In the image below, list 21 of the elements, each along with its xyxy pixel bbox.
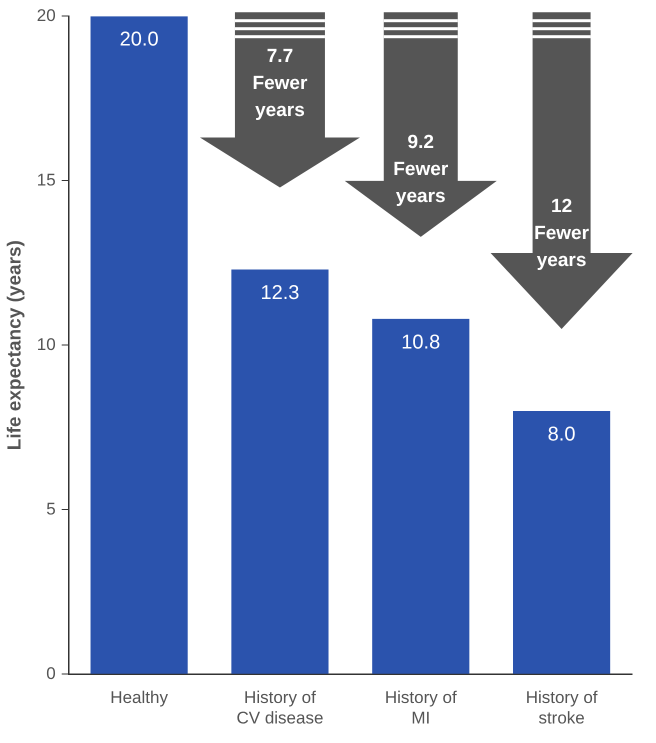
data-label: 10.8 <box>401 331 440 354</box>
y-tick-label: 20 <box>36 6 56 25</box>
bar <box>231 270 329 674</box>
data-label: 12.3 <box>260 282 300 304</box>
annotation: 9.2 Fewer years <box>392 130 450 209</box>
y-axis-title: Life expectancy (years) <box>4 240 26 450</box>
bar <box>513 411 610 674</box>
x-tick-label: History of CV disease <box>236 688 324 728</box>
data-label: 20.0 <box>120 28 159 51</box>
y-tick-label: 5 <box>46 499 56 518</box>
y-tick-label: 15 <box>36 170 56 190</box>
x-tick-label: History of MI <box>384 688 457 728</box>
annotation: 7.7 Fewer years <box>251 44 308 123</box>
y-tick-label: 0 <box>46 664 56 683</box>
x-tick-label: Healthy <box>110 688 168 708</box>
data-label: 8.0 <box>548 424 576 446</box>
y-tick-label: 10 <box>36 334 56 354</box>
bar <box>372 318 470 674</box>
bar <box>90 16 188 674</box>
annotation: 12 Fewer years <box>533 195 590 273</box>
x-tick-label: History of stroke <box>526 688 598 728</box>
